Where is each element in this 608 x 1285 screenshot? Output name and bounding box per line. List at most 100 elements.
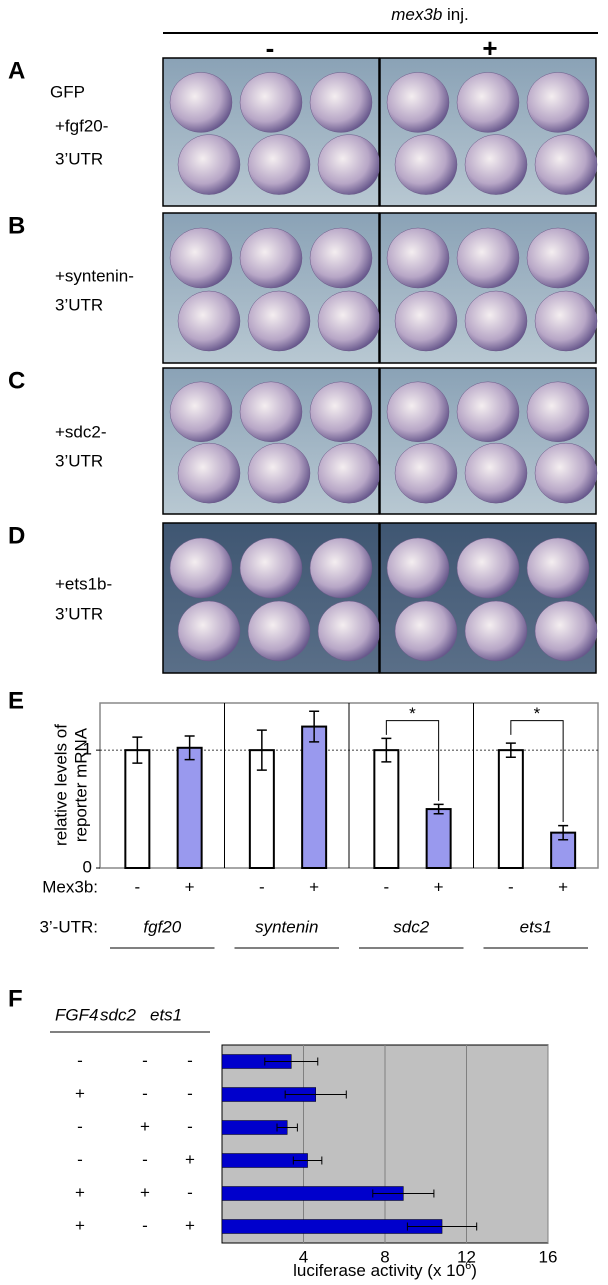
condition-sign: + <box>75 1216 85 1235</box>
significance-bracket <box>385 720 440 801</box>
bar <box>301 725 328 869</box>
condition-sign: - <box>77 1117 83 1136</box>
category-label: ets1 <box>520 917 552 936</box>
bar <box>248 749 275 870</box>
error-bar <box>264 1057 319 1066</box>
x-tick-label: 4 <box>299 1247 308 1266</box>
y-tick-label: 0 <box>83 857 92 876</box>
condition-sign: + <box>185 1150 195 1169</box>
error-bar <box>132 736 143 764</box>
embryo <box>464 600 528 662</box>
embryo <box>247 134 311 195</box>
embryo <box>317 134 381 195</box>
category-label: syntenin <box>255 917 318 936</box>
embryo <box>177 442 241 504</box>
condition-sign: - <box>142 1051 148 1070</box>
embryo <box>317 290 381 352</box>
error-bar <box>372 1189 435 1198</box>
embryo <box>386 72 450 133</box>
bar <box>373 749 400 870</box>
condition-sign: + <box>75 1084 85 1103</box>
embryo <box>239 537 303 599</box>
embryo <box>239 227 303 289</box>
header-title-rest: inj. <box>447 5 469 24</box>
y-axis-label: reporter mRNA <box>71 727 90 842</box>
condition-sign: - <box>77 1051 83 1070</box>
condition-sign: - <box>142 1216 148 1235</box>
embryo <box>534 442 598 504</box>
error-bar <box>284 1090 347 1099</box>
condition-label: + <box>185 877 195 896</box>
embryo <box>169 381 233 443</box>
embryo <box>386 227 450 289</box>
condition-label: - <box>508 877 514 896</box>
x-tick-label: 12 <box>457 1247 476 1266</box>
x-tick-label: 8 <box>380 1247 389 1266</box>
error-bar <box>276 1123 298 1132</box>
panel-letter: E <box>8 687 24 714</box>
embryo <box>456 537 520 599</box>
factor-name: sdc2 <box>100 1005 136 1024</box>
category-label: fgf20 <box>143 917 181 936</box>
embryo <box>169 72 233 133</box>
panel-label: 3’UTR <box>55 149 103 168</box>
y-tick-label: 1 <box>83 740 92 759</box>
condition-axis-label: Mex3b: <box>42 877 98 896</box>
bar <box>497 749 524 870</box>
embryo <box>456 381 520 443</box>
panel-label: +fgf20- <box>55 116 108 135</box>
panel-letter: D <box>8 522 25 549</box>
embryo <box>247 600 311 662</box>
header-title: mex3b inj. <box>391 5 469 24</box>
panel-label: +syntenin- <box>55 266 134 285</box>
embryo <box>169 227 233 289</box>
panel-letter: F <box>8 985 23 1012</box>
embryo <box>317 442 381 504</box>
factor-name: ets1 <box>150 1005 182 1024</box>
category-label: sdc2 <box>393 917 429 936</box>
embryo <box>239 381 303 443</box>
y-axis-label: relative levels of <box>51 724 70 846</box>
x-axis-label-suffix: ) <box>471 1261 477 1280</box>
bar <box>176 746 203 869</box>
embryo <box>534 134 598 195</box>
error-bar <box>292 1156 323 1165</box>
error-bar <box>505 742 516 758</box>
error-bar <box>184 735 195 761</box>
embryo <box>456 227 520 289</box>
panel-label: GFP <box>50 82 85 101</box>
condition-sign: - <box>187 1117 193 1136</box>
embryo <box>239 72 303 133</box>
embryo <box>534 290 598 352</box>
condition-label: + <box>434 877 444 896</box>
header-title-italic: mex3b <box>391 5 442 24</box>
condition-label: - <box>135 877 141 896</box>
embryo <box>177 134 241 195</box>
condition-sign: - <box>187 1084 193 1103</box>
error-bar <box>558 824 569 841</box>
embryo <box>247 442 311 504</box>
embryo <box>464 442 528 504</box>
error-bar <box>256 729 267 771</box>
panel-label: +sdc2- <box>55 422 107 441</box>
error-bar <box>381 737 392 763</box>
embryo <box>386 537 450 599</box>
significance-mark: * <box>534 704 541 723</box>
condition-label: - <box>259 877 265 896</box>
condition-sign: + <box>140 1183 150 1202</box>
x-axis-label-text: luciferase activity (x 10 <box>293 1261 465 1280</box>
embryo <box>526 381 590 443</box>
condition-sign: + <box>75 1183 85 1202</box>
embryo <box>526 227 590 289</box>
x-tick-label: 16 <box>539 1247 558 1266</box>
embryo <box>309 227 373 289</box>
column-label: - <box>266 33 275 63</box>
embryo <box>247 290 311 352</box>
embryo <box>309 381 373 443</box>
condition-label: + <box>309 877 319 896</box>
group-axis-label: 3’-UTR: <box>39 917 98 936</box>
embryo <box>394 600 458 662</box>
condition-sign: - <box>187 1051 193 1070</box>
embryo <box>386 381 450 443</box>
embryo <box>169 537 233 599</box>
